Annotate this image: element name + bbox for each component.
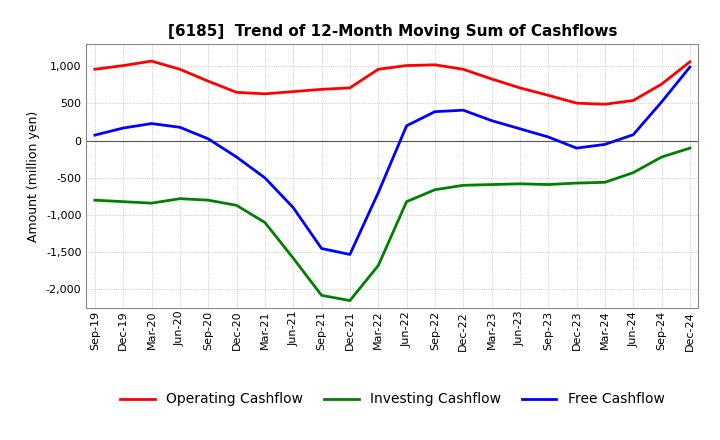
Operating Cashflow bbox=[346, 85, 354, 91]
Investing Cashflow bbox=[629, 170, 637, 175]
Investing Cashflow bbox=[204, 198, 212, 203]
Operating Cashflow bbox=[600, 102, 609, 107]
Free Cashflow bbox=[487, 118, 496, 123]
Free Cashflow bbox=[516, 126, 524, 132]
Investing Cashflow bbox=[233, 203, 241, 208]
Investing Cashflow bbox=[402, 199, 411, 204]
Free Cashflow bbox=[402, 123, 411, 128]
Investing Cashflow bbox=[544, 182, 552, 187]
Investing Cashflow bbox=[148, 201, 156, 206]
Investing Cashflow bbox=[289, 256, 297, 261]
Free Cashflow bbox=[148, 121, 156, 126]
Free Cashflow bbox=[119, 125, 127, 131]
Line: Free Cashflow: Free Cashflow bbox=[95, 67, 690, 254]
Free Cashflow bbox=[629, 132, 637, 137]
Operating Cashflow bbox=[459, 66, 467, 72]
Operating Cashflow bbox=[629, 98, 637, 103]
Free Cashflow bbox=[685, 64, 694, 70]
Operating Cashflow bbox=[318, 87, 326, 92]
Investing Cashflow bbox=[431, 187, 439, 192]
Operating Cashflow bbox=[685, 59, 694, 65]
Free Cashflow bbox=[657, 99, 666, 105]
Operating Cashflow bbox=[289, 89, 297, 94]
Investing Cashflow bbox=[657, 154, 666, 160]
Free Cashflow bbox=[346, 252, 354, 257]
Investing Cashflow bbox=[572, 180, 581, 186]
Free Cashflow bbox=[233, 154, 241, 160]
Operating Cashflow bbox=[572, 100, 581, 106]
Operating Cashflow bbox=[402, 63, 411, 68]
Investing Cashflow bbox=[374, 263, 382, 268]
Free Cashflow bbox=[204, 136, 212, 141]
Operating Cashflow bbox=[544, 93, 552, 98]
Title: [6185]  Trend of 12-Month Moving Sum of Cashflows: [6185] Trend of 12-Month Moving Sum of C… bbox=[168, 24, 617, 39]
Investing Cashflow bbox=[346, 298, 354, 303]
Operating Cashflow bbox=[487, 76, 496, 81]
Operating Cashflow bbox=[261, 91, 269, 96]
Investing Cashflow bbox=[685, 146, 694, 151]
Free Cashflow bbox=[318, 246, 326, 251]
Operating Cashflow bbox=[657, 81, 666, 87]
Investing Cashflow bbox=[318, 293, 326, 298]
Free Cashflow bbox=[289, 205, 297, 210]
Operating Cashflow bbox=[176, 66, 184, 72]
Investing Cashflow bbox=[91, 198, 99, 203]
Investing Cashflow bbox=[487, 182, 496, 187]
Free Cashflow bbox=[600, 142, 609, 147]
Free Cashflow bbox=[431, 109, 439, 114]
Line: Investing Cashflow: Investing Cashflow bbox=[95, 148, 690, 301]
Free Cashflow bbox=[572, 146, 581, 151]
Free Cashflow bbox=[374, 190, 382, 195]
Free Cashflow bbox=[459, 107, 467, 113]
Free Cashflow bbox=[261, 175, 269, 180]
Operating Cashflow bbox=[204, 79, 212, 84]
Investing Cashflow bbox=[600, 180, 609, 185]
Y-axis label: Amount (million yen): Amount (million yen) bbox=[27, 110, 40, 242]
Operating Cashflow bbox=[374, 66, 382, 72]
Operating Cashflow bbox=[119, 63, 127, 68]
Operating Cashflow bbox=[91, 66, 99, 72]
Investing Cashflow bbox=[459, 183, 467, 188]
Investing Cashflow bbox=[119, 199, 127, 204]
Legend: Operating Cashflow, Investing Cashflow, Free Cashflow: Operating Cashflow, Investing Cashflow, … bbox=[114, 387, 670, 412]
Free Cashflow bbox=[176, 125, 184, 130]
Investing Cashflow bbox=[516, 181, 524, 187]
Operating Cashflow bbox=[431, 62, 439, 67]
Operating Cashflow bbox=[148, 59, 156, 64]
Operating Cashflow bbox=[516, 85, 524, 91]
Operating Cashflow bbox=[233, 90, 241, 95]
Investing Cashflow bbox=[176, 196, 184, 202]
Line: Operating Cashflow: Operating Cashflow bbox=[95, 61, 690, 104]
Free Cashflow bbox=[91, 132, 99, 138]
Free Cashflow bbox=[544, 134, 552, 139]
Investing Cashflow bbox=[261, 220, 269, 225]
